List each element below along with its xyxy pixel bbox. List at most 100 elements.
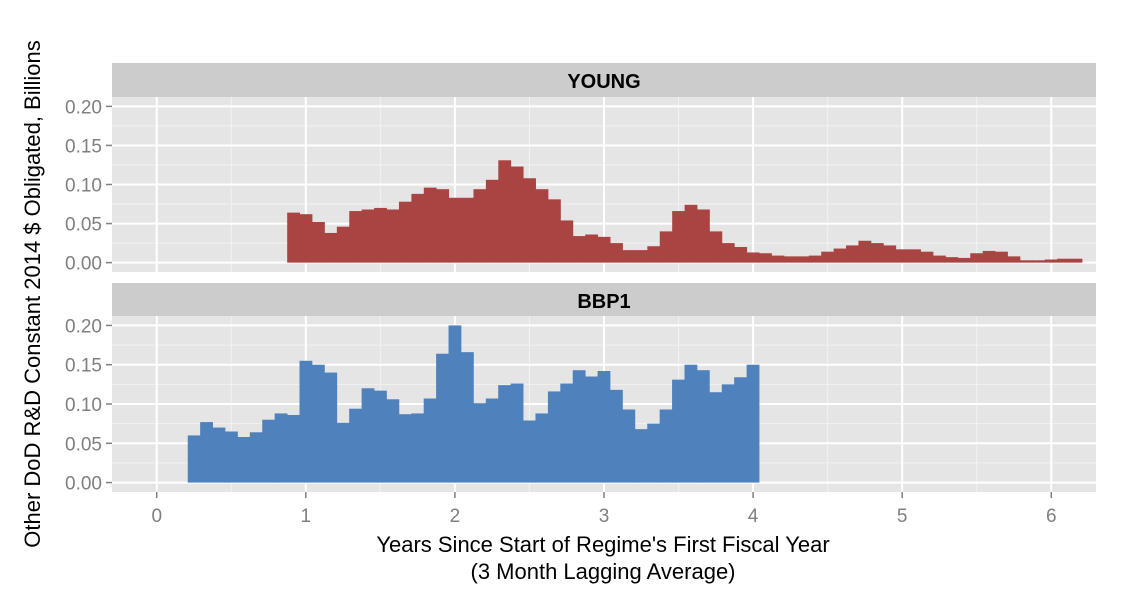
bar-bbp1	[560, 383, 574, 483]
bar-young	[783, 256, 797, 263]
bar-bbp1	[746, 364, 760, 483]
bar-young	[697, 209, 710, 263]
bar-young	[361, 209, 375, 263]
bar-bbp1	[647, 423, 661, 483]
bar-bbp1	[448, 325, 462, 483]
bar-bbp1	[423, 398, 437, 483]
x-axis-title-line2: (3 Month Lagging Average)	[471, 559, 736, 584]
bar-young	[597, 236, 611, 263]
bar-bbp1	[212, 427, 226, 483]
bar-bbp1	[187, 435, 201, 483]
bar-young	[287, 212, 301, 263]
bar-young	[808, 255, 822, 263]
bar-bbp1	[585, 376, 598, 483]
x-tick-label: 6	[1046, 506, 1057, 527]
bar-bbp1	[721, 384, 735, 483]
bar-young	[312, 222, 325, 263]
bar-young	[634, 250, 648, 263]
bar-young	[1044, 259, 1058, 263]
bar-young	[585, 234, 599, 263]
bar-young	[908, 249, 921, 263]
y-tick-label: 0.05	[65, 434, 102, 455]
bar-young	[1007, 256, 1021, 263]
y-tick-label: 0.20	[65, 97, 102, 118]
bar-bbp1	[411, 413, 425, 483]
bar-bbp1	[311, 364, 325, 483]
bar-bbp1	[460, 352, 474, 483]
bar-bbp1	[436, 353, 449, 483]
bar-bbp1	[597, 371, 611, 483]
bar-bbp1	[734, 377, 748, 483]
bar-young	[498, 160, 512, 263]
bar-young	[833, 248, 847, 263]
bar-bbp1	[572, 370, 586, 483]
bar-bbp1	[634, 429, 648, 483]
bar-bbp1	[696, 370, 710, 483]
bar-young	[684, 204, 698, 263]
bar-young	[448, 197, 462, 263]
bar-young	[485, 179, 499, 263]
bar-young	[510, 166, 524, 263]
bar-young	[1019, 260, 1033, 263]
bar-young	[771, 255, 785, 263]
bar-young	[299, 214, 313, 263]
bar-young	[895, 249, 909, 263]
bar-young	[709, 231, 723, 263]
bar-young	[436, 189, 450, 263]
bar-young	[349, 211, 363, 263]
bar-young	[398, 201, 412, 263]
bar-bbp1	[622, 409, 636, 483]
strip-bbp1	[112, 283, 1096, 316]
bar-bbp1	[547, 391, 561, 483]
bar-bbp1	[262, 419, 276, 483]
bar-young	[945, 257, 959, 263]
bar-young	[920, 251, 934, 263]
bar-young	[336, 226, 350, 263]
bar-bbp1	[274, 413, 288, 483]
bar-bbp1	[224, 431, 238, 483]
bar-young	[870, 243, 884, 263]
bar-young	[1069, 258, 1083, 263]
y-tick-label: 0.10	[65, 395, 102, 416]
bar-bbp1	[361, 388, 375, 483]
bar-bbp1	[709, 392, 723, 483]
bar-young	[846, 245, 859, 263]
bar-young	[1057, 258, 1070, 263]
bar-young	[411, 193, 425, 263]
bar-young	[796, 256, 810, 263]
bar-bbp1	[249, 432, 263, 483]
x-ticks: 0 1 2 3 4 5 6	[151, 492, 1057, 527]
bar-young	[721, 243, 735, 263]
bar-young	[672, 211, 685, 263]
x-tick-label: 5	[897, 506, 908, 527]
x-tick-label: 0	[151, 506, 162, 527]
bar-young	[734, 247, 748, 263]
bar-young	[957, 257, 971, 263]
bar-young	[647, 246, 661, 263]
y-tick-label: 0.05	[65, 215, 102, 236]
bar-young	[1032, 260, 1046, 263]
bar-bbp1	[485, 398, 499, 483]
y-tick-label: 0.10	[65, 176, 102, 197]
bar-young	[473, 189, 487, 263]
bar-bbp1	[659, 409, 673, 483]
y-ticks-bbp1: 0.00 0.05 0.10 0.15 0.20	[65, 316, 112, 495]
bar-young	[995, 251, 1008, 263]
bar-young	[535, 189, 549, 263]
bar-bbp1	[287, 415, 300, 483]
bar-bbp1	[609, 389, 623, 483]
bar-bbp1	[672, 379, 685, 483]
bar-young	[982, 250, 996, 263]
bar-young	[547, 199, 561, 263]
bar-young	[572, 236, 586, 263]
bar-bbp1	[535, 413, 549, 483]
bar-young	[560, 220, 574, 263]
y-tick-label: 0.15	[65, 356, 102, 377]
bar-young	[374, 207, 387, 263]
bar-young	[461, 197, 474, 263]
bars-young	[287, 160, 1083, 263]
x-tick-label: 3	[599, 506, 610, 527]
bar-bbp1	[510, 383, 524, 483]
bar-young	[858, 240, 872, 263]
bar-bbp1	[398, 414, 412, 483]
